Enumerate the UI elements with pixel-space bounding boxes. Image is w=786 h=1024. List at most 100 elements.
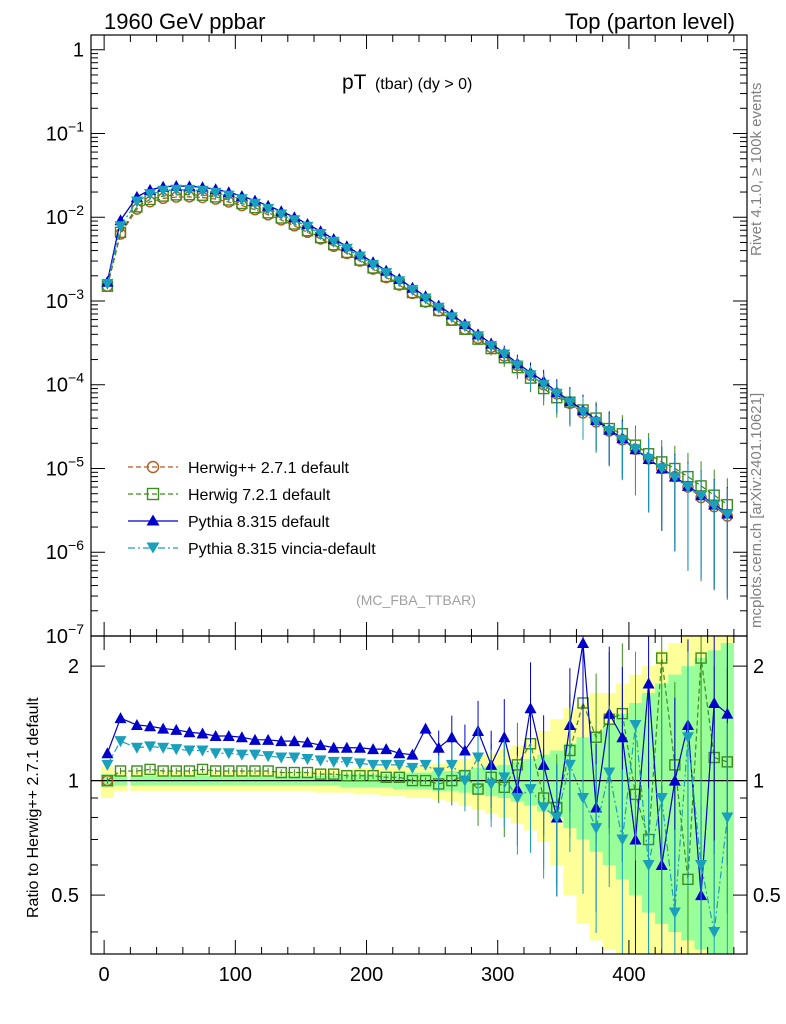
ratio-point (327, 756, 340, 768)
data-point (445, 312, 458, 324)
ratio-point (301, 736, 314, 748)
ratio-point (144, 763, 156, 776)
ratio-point (170, 765, 182, 777)
ratio-series-3 (101, 651, 734, 954)
ratio-point (419, 774, 432, 787)
ratio-point (721, 812, 734, 824)
ratio-point (114, 712, 127, 724)
data-point (314, 229, 327, 241)
data-point (249, 198, 261, 210)
data-point (695, 490, 708, 502)
ratio-point (340, 756, 353, 768)
ratio-point (577, 637, 589, 649)
ratio-line-1 (107, 657, 728, 880)
ratio-point (262, 751, 275, 763)
ratio-point (101, 747, 114, 759)
ratio-point (537, 802, 550, 814)
x-tick-label: 0 (99, 964, 110, 986)
ratio-point (288, 735, 301, 747)
data-point (432, 302, 445, 314)
ratio-point (353, 741, 366, 753)
ratio-point (511, 793, 524, 805)
data-point (222, 190, 235, 202)
data-point (563, 397, 576, 409)
ratio-point (419, 722, 432, 734)
data-point (458, 321, 471, 333)
ratio-point (393, 759, 406, 771)
ratio-point (458, 775, 471, 787)
ratio-point (550, 812, 563, 824)
legend-item-pythia: Pythia 8.315 default (128, 514, 330, 531)
ratio-point (170, 723, 183, 735)
ratio-point (249, 765, 261, 777)
x-tick-label: 200 (350, 964, 383, 986)
data-point (603, 426, 616, 438)
data-point (511, 360, 524, 372)
ratio-point (590, 823, 603, 835)
ratio-point (301, 753, 314, 765)
data-point (353, 251, 366, 263)
data-point (340, 243, 353, 255)
ratio-point (275, 766, 287, 779)
data-point (170, 184, 183, 196)
uncertainty-band-green (100, 643, 734, 954)
ratio-point (196, 745, 209, 757)
ratio-point (393, 771, 406, 784)
data-point (275, 209, 288, 221)
data-point (629, 444, 642, 456)
legend-label-vincia: Pythia 8.315 vincia-default (188, 541, 376, 558)
ratio-point (114, 765, 127, 777)
ratio-point (183, 726, 196, 738)
data-point (144, 189, 157, 201)
mcplots-label: mcplots.cern.ch [arXiv:2401.10621] (748, 393, 765, 628)
ratio-point (432, 741, 445, 753)
data-point (642, 453, 655, 465)
data-point (655, 463, 668, 475)
legend-marker-herwigpp (146, 460, 160, 474)
ratio-point (144, 741, 157, 753)
ratio-point (445, 759, 458, 771)
data-point (524, 370, 537, 382)
ratio-point (458, 744, 471, 756)
ratio-point (196, 727, 209, 739)
y-tick-label: 1 (73, 40, 84, 62)
ratio-point (472, 752, 485, 764)
y-tick-label: 10−4 (46, 370, 84, 397)
legend-label-pythia: Pythia 8.315 default (188, 514, 330, 531)
ratio-y-tick-label: 1 (68, 771, 79, 793)
ratio-point (695, 859, 708, 871)
ratio-point (288, 766, 301, 779)
uncertainty-band-yellow (100, 636, 734, 954)
data-point (590, 416, 603, 428)
ratio-point (130, 742, 143, 754)
ratio-point (708, 926, 721, 938)
data-point (262, 203, 275, 215)
ratio-point (314, 755, 327, 767)
data-point (721, 509, 734, 521)
data-point (114, 221, 127, 233)
ratio-point (209, 748, 222, 760)
ratio-point (183, 765, 196, 777)
ratio-point (183, 745, 196, 757)
data-point (577, 407, 589, 419)
ratio-point (498, 731, 511, 743)
ratio-point (328, 768, 340, 780)
legend-marker-vincia (146, 542, 160, 554)
ratio-point (406, 748, 419, 760)
legend-label-herwig7: Herwig 7.2.1 default (188, 487, 331, 504)
x-tick-label: 400 (612, 964, 645, 986)
ratio-y-tick-label-right: 1 (753, 771, 764, 793)
ratio-point (668, 907, 681, 919)
ratio-y-tick-label-right: 2 (753, 656, 764, 678)
plot-title: pT (tbar) (dy > 0) (342, 71, 472, 94)
ratio-point (406, 762, 419, 774)
ratio-y-tick-label: 2 (68, 656, 79, 678)
data-point (406, 284, 419, 296)
y-tick-label: 10−1 (46, 118, 84, 145)
plot-title-sub: (tbar) (dy > 0) (375, 76, 472, 93)
ratio-point (249, 733, 261, 745)
ratio-point (223, 765, 235, 777)
ratio-point (563, 759, 576, 771)
ratio-point (275, 752, 288, 764)
ratio-point (655, 793, 668, 805)
